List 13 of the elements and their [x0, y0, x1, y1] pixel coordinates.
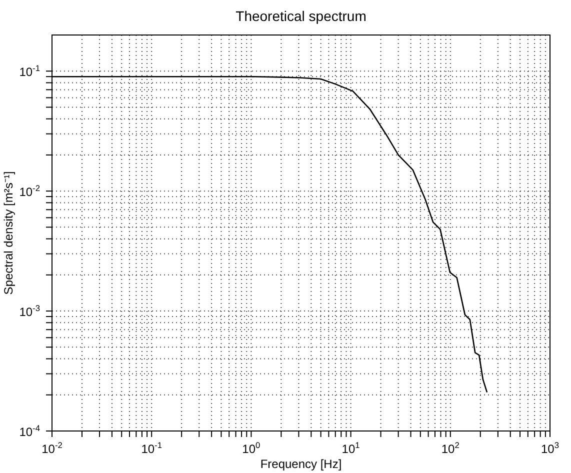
x-axis-title: Frequency [Hz]	[260, 457, 342, 471]
x-tick-label: 10$^{2}$	[441, 440, 460, 456]
x-tick-label: 10$^{-2}$	[42, 440, 63, 456]
x-tick-label: 10$^{0}$	[242, 440, 261, 456]
y-axis-title: Spectral density [m²s⁻¹]	[1, 171, 16, 295]
x-tick-label: 10$^{-1}$	[141, 440, 162, 456]
y-tick-label: 10$^{-1}$	[19, 63, 40, 80]
x-tick-label: 10$^{3}$	[540, 440, 560, 456]
chart-title: Theoretical spectrum	[234, 8, 368, 24]
y-tick-label: 10$^{-2}$	[19, 183, 40, 200]
y-tick-label: 10$^{-3}$	[19, 303, 40, 320]
y-tick-label: 10$^{-4}$	[19, 423, 40, 439]
x-tick-label: 10$^{1}$	[342, 440, 360, 456]
